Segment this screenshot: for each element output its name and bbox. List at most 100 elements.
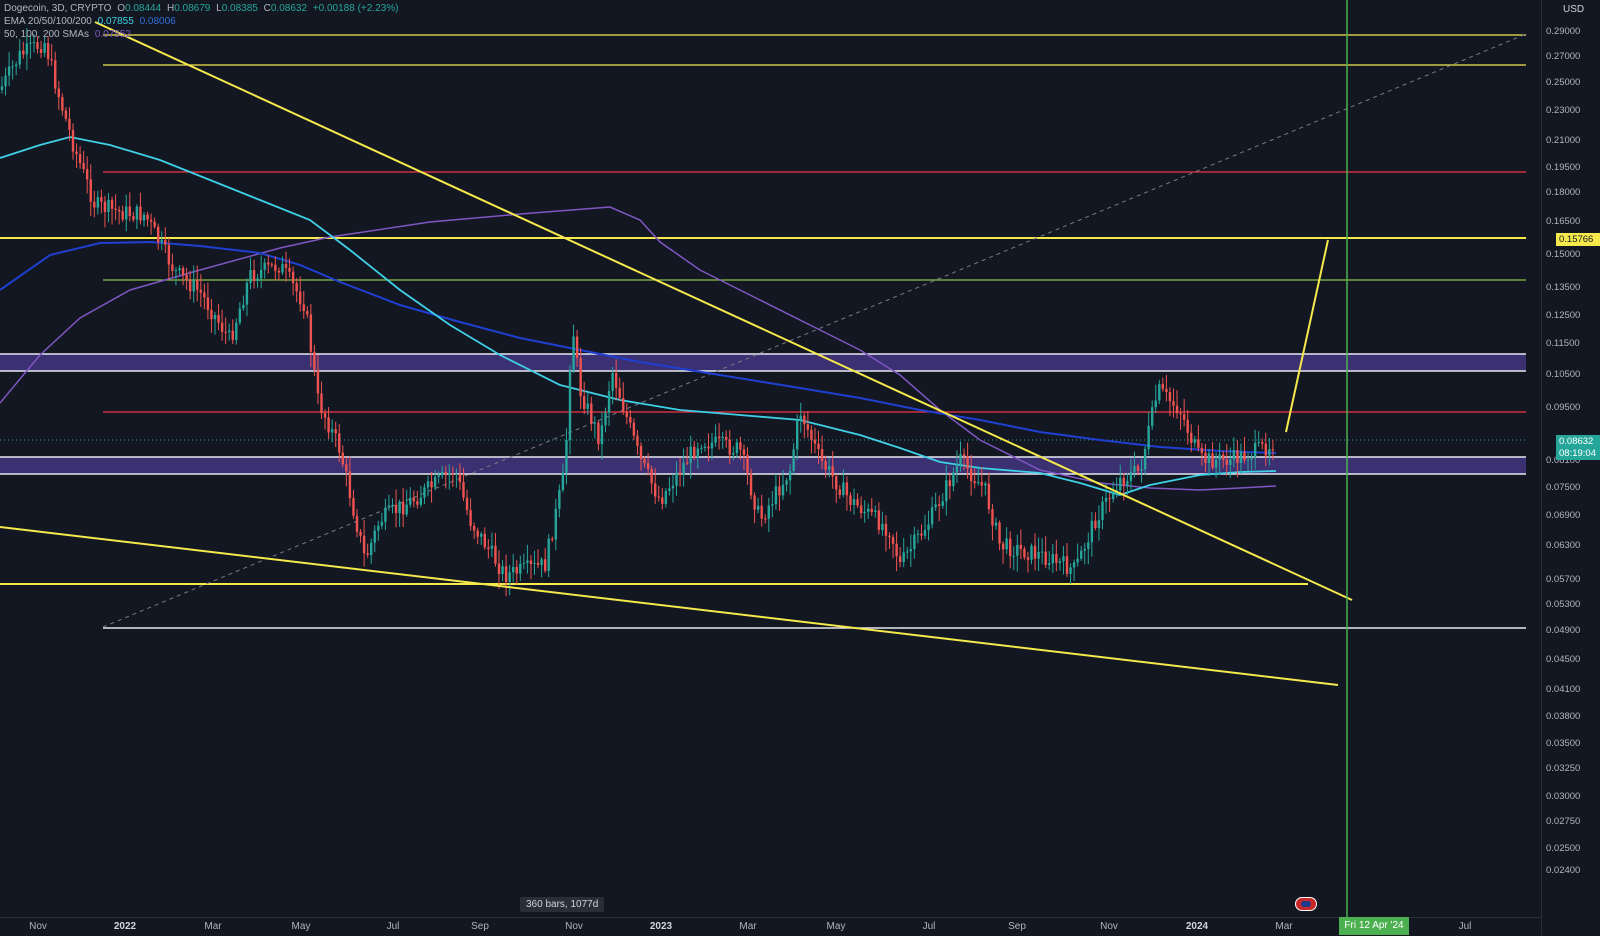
- price-tick-label: 0.10500: [1546, 369, 1581, 380]
- candle: [1090, 520, 1094, 543]
- candle: [984, 483, 987, 486]
- candle: [533, 562, 536, 564]
- candle: [927, 524, 930, 531]
- price-tick-label: 0.23000: [1546, 105, 1581, 116]
- candle: [661, 497, 664, 504]
- candle: [973, 481, 976, 484]
- candle: [756, 505, 760, 510]
- time-axis[interactable]: Nov 2022 Mar May Jul Sep Nov 2023 Mar May Jul Sep No…: [0, 917, 1541, 936]
- candle: [923, 530, 927, 536]
- candle: [423, 487, 426, 498]
- price-tick-label: 0.15000: [1546, 249, 1581, 260]
- candle: [441, 472, 444, 476]
- candle: [22, 50, 25, 55]
- candle: [792, 449, 795, 471]
- candle: [678, 472, 682, 475]
- price-tick-label: 0.03500: [1546, 738, 1581, 749]
- legend-open-label: O: [117, 3, 126, 14]
- candle: [178, 268, 181, 271]
- candle: [579, 357, 582, 397]
- candle: [700, 447, 703, 449]
- time-tick-label: Nov: [1100, 921, 1118, 932]
- candle: [430, 481, 433, 488]
- descending-trendline: [94, 21, 1353, 601]
- us-flag-icon[interactable]: [1295, 897, 1317, 911]
- candle: [625, 411, 628, 418]
- candle: [149, 219, 153, 222]
- support-zone: [0, 457, 1526, 474]
- candle: [735, 442, 739, 454]
- legend-close-value: 0.08632: [270, 3, 308, 14]
- candle: [36, 42, 39, 49]
- price-axis[interactable]: 0.29000 0.27000 0.25000 0.23000 0.21000 0.195…: [1541, 0, 1600, 935]
- candle: [345, 464, 348, 472]
- candle: [831, 466, 834, 477]
- candle: [451, 473, 455, 475]
- candle: [650, 468, 653, 484]
- candle: [590, 403, 593, 424]
- candle: [1193, 439, 1196, 443]
- candle: [1019, 544, 1023, 549]
- candle: [1076, 558, 1079, 563]
- candle: [29, 42, 32, 44]
- price-tick-label: 0.04900: [1546, 625, 1581, 636]
- resistance-zone: [0, 354, 1526, 371]
- candle: [1097, 520, 1101, 529]
- candle: [448, 473, 451, 476]
- legend-symbol[interactable]: Dogecoin, 3D, CRYPTO: [4, 3, 112, 14]
- candle: [437, 475, 440, 477]
- time-tick-label: May: [826, 921, 846, 932]
- candle: [969, 468, 973, 482]
- candle: [61, 97, 64, 111]
- candle: [338, 433, 341, 453]
- candle: [1033, 545, 1037, 559]
- price-tick-label: 0.03250: [1546, 763, 1581, 774]
- price-tick-label: 0.04500: [1546, 654, 1581, 665]
- candle: [1030, 545, 1033, 560]
- currency-label[interactable]: USD: [1563, 4, 1585, 15]
- legend-ema-row[interactable]: EMA 20/50/100/200 0.07855 0.08006: [4, 15, 398, 28]
- candle: [483, 533, 486, 548]
- legend-high-label: H: [166, 3, 175, 14]
- candle: [1168, 391, 1172, 402]
- candle: [643, 459, 646, 464]
- candle: [1182, 414, 1186, 420]
- candle: [465, 497, 469, 511]
- candle: [1225, 459, 1228, 465]
- candle: [877, 510, 881, 530]
- candle: [891, 537, 895, 544]
- price-tick-label: 0.25000: [1546, 77, 1581, 88]
- candle: [551, 538, 554, 540]
- chart-canvas[interactable]: [0, 0, 1541, 917]
- candle: [1204, 452, 1207, 463]
- candle: [607, 390, 611, 413]
- candle: [863, 511, 866, 514]
- last-price-badge: 0.08632: [1556, 435, 1600, 448]
- candle: [32, 42, 36, 44]
- candle: [1271, 449, 1275, 451]
- candle: [604, 412, 607, 426]
- candle: [384, 507, 387, 522]
- candle: [739, 442, 742, 450]
- candle: [64, 110, 68, 119]
- candle: [132, 216, 135, 220]
- candle: [43, 43, 46, 53]
- candle: [561, 472, 565, 490]
- legend-sma-row[interactable]: 50, 100, 200 SMAs 0.07552: [4, 28, 398, 41]
- candle: [1111, 493, 1115, 499]
- candle: [785, 480, 788, 485]
- candle: [916, 533, 920, 535]
- candle: [522, 562, 526, 564]
- candle: [295, 283, 298, 292]
- candle: [199, 289, 202, 293]
- time-tick-label: Jul: [386, 921, 400, 932]
- candle: [515, 567, 518, 574]
- candle: [1253, 442, 1257, 458]
- candle: [827, 466, 831, 470]
- candle: [913, 534, 916, 550]
- candle: [405, 504, 408, 515]
- candle: [575, 336, 579, 358]
- candle: [157, 226, 160, 243]
- legend-sma-label: 50, 100, 200 SMAs: [4, 29, 90, 40]
- candle: [753, 495, 756, 510]
